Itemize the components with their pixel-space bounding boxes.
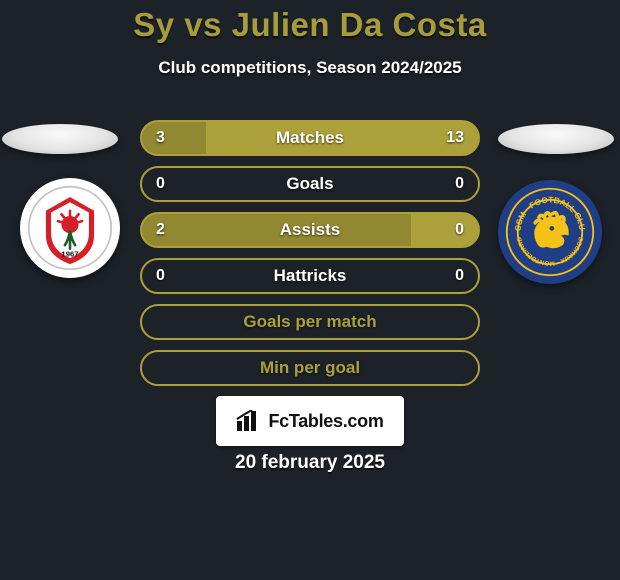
- stat-row: Hattricks 0 0: [140, 258, 480, 294]
- stat-label: Goals: [286, 174, 333, 194]
- club-crest-right: FCSM · FOOTBALL CLUB SOCHAUX · MONTBELIA…: [498, 180, 602, 284]
- fcsm-crest-icon: FCSM · FOOTBALL CLUB SOCHAUX · MONTBELIA…: [504, 186, 596, 278]
- fctables-badge[interactable]: FcTables.com: [216, 396, 404, 446]
- stat-row: Matches 3 13: [140, 120, 480, 156]
- club-crest-left: 1967: [20, 178, 120, 278]
- svg-text:1967: 1967: [61, 249, 78, 258]
- stat-value-left: 2: [156, 221, 165, 239]
- stat-value-right: 0: [455, 267, 464, 285]
- snapshot-date: 20 february 2025: [0, 452, 620, 474]
- comparison-card: Sy vs Julien Da Costa Club competitions,…: [0, 0, 620, 580]
- stat-label: Min per goal: [260, 358, 360, 378]
- stat-value-right: 0: [455, 221, 464, 239]
- stat-value-right: 13: [446, 129, 464, 147]
- player-head-right: [498, 124, 614, 154]
- stat-value-right: 0: [455, 175, 464, 193]
- stat-row: Goals per match: [140, 304, 480, 340]
- stat-row: Assists 2 0: [140, 212, 480, 248]
- stat-value-left: 0: [156, 175, 165, 193]
- stat-bars: Matches313Goals00Assists20Hattricks00Goa…: [140, 120, 480, 386]
- page-title: Sy vs Julien Da Costa: [0, 6, 620, 44]
- stat-label: Goals per match: [243, 312, 376, 332]
- fctables-text: FcTables.com: [268, 411, 383, 432]
- stat-label: Hattricks: [274, 266, 347, 286]
- stat-value-left: 3: [156, 129, 165, 147]
- subtitle: Club competitions, Season 2024/2025: [0, 58, 620, 78]
- stat-value-left: 0: [156, 267, 165, 285]
- stat-row: Goals 0 0: [140, 166, 480, 202]
- stat-label: Assists: [280, 220, 340, 240]
- stat-label: Matches: [276, 128, 344, 148]
- asnl-crest-icon: 1967: [27, 185, 113, 271]
- bar-chart-icon: [236, 410, 262, 432]
- stat-row: Min per goal: [140, 350, 480, 386]
- player-head-left: [2, 124, 118, 154]
